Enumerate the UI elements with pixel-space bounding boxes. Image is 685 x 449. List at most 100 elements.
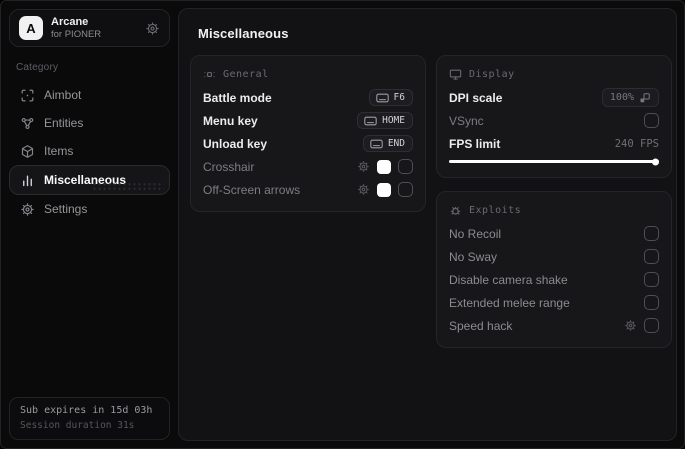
- general-card-header: General: [203, 64, 413, 86]
- keybind-button[interactable]: F6: [368, 89, 413, 106]
- sidebar-item-label: Settings: [44, 202, 88, 216]
- session-duration-text: Session duration 31s: [20, 420, 135, 431]
- sidebar-item-items[interactable]: Items: [9, 137, 170, 165]
- setting-label: No Sway: [449, 249, 498, 264]
- setting-label: Unload key: [203, 136, 268, 151]
- monitor-icon: [449, 68, 462, 81]
- category-label: Category: [16, 62, 59, 73]
- app-header: A Arcane for PIONER: [9, 9, 170, 47]
- sidebar-nav: Aimbot Entities Items: [9, 81, 170, 223]
- setting-row-vsync: VSync: [449, 109, 659, 132]
- subscription-info-box: Sub expires in 15d 03h Session duration …: [9, 397, 170, 440]
- setting-label: Disable camera shake: [449, 272, 568, 287]
- setting-label: Battle mode: [203, 90, 272, 105]
- keyboard-icon: [370, 139, 383, 149]
- scan-crosshair-icon: [20, 88, 35, 103]
- bars-icon: [20, 173, 35, 188]
- setting-label: Off-Screen arrows: [203, 182, 301, 197]
- setting-row-no-recoil: No Recoil: [449, 222, 659, 245]
- exploits-card-header: Exploits: [449, 200, 659, 222]
- setting-label: VSync: [449, 113, 484, 128]
- vsync-checkbox[interactable]: [644, 113, 659, 128]
- color-swatch[interactable]: [377, 182, 391, 197]
- row-controls: [624, 318, 659, 333]
- setting-row-disable-camera-shake: Disable camera shake: [449, 268, 659, 291]
- general-card-title: General: [223, 69, 269, 80]
- no-recoil-checkbox[interactable]: [644, 226, 659, 241]
- keybinds-icon: [203, 68, 216, 81]
- crosshair-checkbox[interactable]: [398, 159, 413, 174]
- fps-limit-slider[interactable]: [449, 158, 659, 165]
- setting-row-dpi-scale: DPI scale 100%: [449, 86, 659, 109]
- color-swatch[interactable]: [377, 159, 391, 174]
- app-titles: Arcane for PIONER: [51, 16, 101, 41]
- sidebar-item-entities[interactable]: Entities: [9, 109, 170, 137]
- keyboard-icon: [364, 116, 377, 126]
- settings-columns: General Battle mode F6: [190, 55, 672, 348]
- exploits-card-title: Exploits: [469, 205, 522, 216]
- keybind-value: HOME: [382, 115, 405, 126]
- logo-letter: A: [26, 20, 36, 36]
- gear-icon: [20, 202, 35, 217]
- setting-label: Crosshair: [203, 159, 255, 174]
- setting-row-speed-hack: Speed hack: [449, 314, 659, 337]
- setting-row-unload-key: Unload key END: [203, 132, 413, 155]
- dpi-scale-button[interactable]: 100%: [601, 88, 659, 107]
- row-controls: [357, 159, 413, 174]
- right-column: Display DPI scale 100%: [436, 55, 672, 348]
- gear-icon[interactable]: [357, 160, 370, 173]
- row-controls: [357, 182, 413, 197]
- general-card: General Battle mode F6: [190, 55, 426, 212]
- sidebar-item-label: Items: [44, 144, 74, 158]
- setting-label: Menu key: [203, 113, 258, 128]
- sidebar-item-settings[interactable]: Settings: [9, 195, 170, 223]
- exploits-card: Exploits No Recoil No Sway Disable camer…: [436, 191, 672, 348]
- sidebar-item-aimbot[interactable]: Aimbot: [9, 81, 170, 109]
- keybind-button[interactable]: HOME: [357, 112, 413, 129]
- gear-icon[interactable]: [357, 183, 370, 196]
- sidebar-item-label: Aimbot: [44, 88, 82, 102]
- sidebar: A Arcane for PIONER Category: [1, 1, 178, 448]
- main-panel: Miscellaneous General: [178, 8, 677, 441]
- box-icon: [20, 144, 35, 159]
- bug-icon: [449, 204, 462, 217]
- disable-camera-shake-checkbox[interactable]: [644, 272, 659, 287]
- display-card-title: Display: [469, 69, 515, 80]
- setting-label: Extended melee range: [449, 295, 570, 310]
- app-logo: A: [19, 16, 43, 40]
- setting-label: Speed hack: [449, 318, 513, 333]
- setting-row-offscreen-arrows: Off-Screen arrows: [203, 178, 413, 201]
- setting-label: No Recoil: [449, 226, 502, 241]
- sub-expires-text: Sub expires in 15d 03h: [20, 405, 153, 416]
- scale-icon: [639, 92, 651, 104]
- setting-row-fps-limit: FPS limit 240 FPS: [449, 132, 659, 155]
- offscreen-arrows-checkbox[interactable]: [398, 182, 413, 197]
- gear-icon[interactable]: [624, 319, 637, 332]
- entities-nodes-icon: [20, 116, 35, 131]
- setting-label: DPI scale: [449, 90, 503, 105]
- dots-decoration: [92, 182, 164, 191]
- setting-row-no-sway: No Sway: [449, 245, 659, 268]
- page-title: Miscellaneous: [198, 26, 289, 41]
- keybind-value: END: [387, 138, 405, 149]
- setting-row-battle-mode: Battle mode F6: [203, 86, 413, 109]
- fps-limit-value: 240 FPS: [614, 137, 659, 150]
- sidebar-item-miscellaneous[interactable]: Miscellaneous: [9, 165, 170, 195]
- gear-icon[interactable]: [145, 21, 160, 36]
- dpi-scale-value: 100%: [609, 92, 634, 103]
- setting-row-extended-melee-range: Extended melee range: [449, 291, 659, 314]
- keybind-button[interactable]: END: [362, 135, 413, 152]
- extended-melee-range-checkbox[interactable]: [644, 295, 659, 310]
- app-name: Arcane: [51, 15, 89, 28]
- display-card-header: Display: [449, 64, 659, 86]
- keyboard-icon: [375, 93, 389, 103]
- display-card: Display DPI scale 100%: [436, 55, 672, 178]
- slider-knob[interactable]: [652, 158, 659, 165]
- setting-row-crosshair: Crosshair: [203, 155, 413, 178]
- speed-hack-checkbox[interactable]: [644, 318, 659, 333]
- slider-fill: [449, 160, 659, 163]
- left-column: General Battle mode F6: [190, 55, 426, 212]
- no-sway-checkbox[interactable]: [644, 249, 659, 264]
- sidebar-item-label: Entities: [44, 116, 84, 130]
